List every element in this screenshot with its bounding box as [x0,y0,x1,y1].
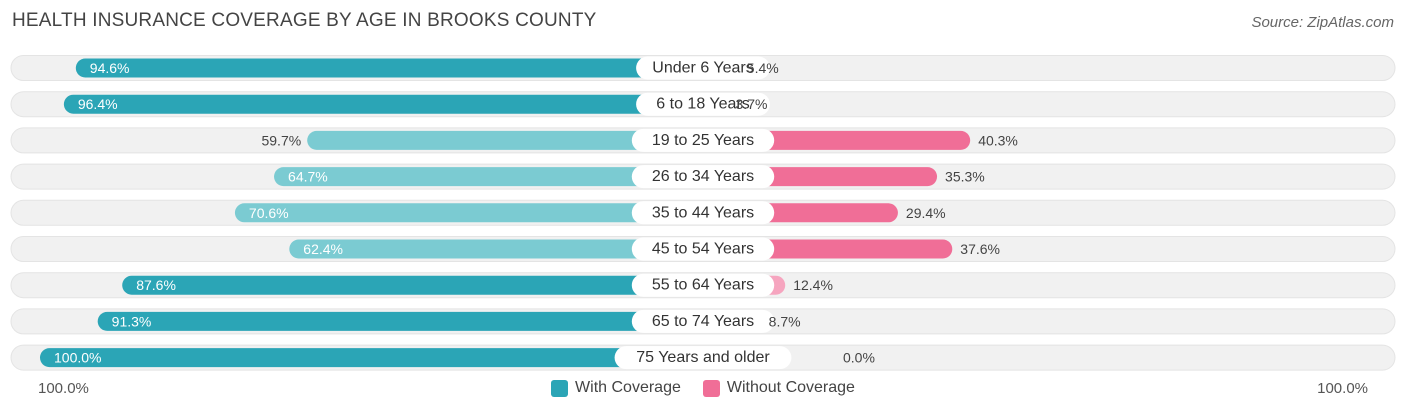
value-label-without-coverage: 29.4% [906,205,946,221]
bar-with-coverage [63,94,704,114]
value-label-without-coverage: 12.4% [793,277,833,293]
value-label-without-coverage: 3.7% [736,96,768,112]
category-pill [614,346,792,370]
bar-with-coverage [75,58,703,78]
category-pill [636,92,770,116]
category-label: 35 to 44 Years [652,204,754,221]
value-label-without-coverage: 5.4% [747,60,779,76]
bar-with-coverage [234,203,703,223]
legend-swatch-without-coverage [702,379,720,397]
bar-with-coverage [274,167,703,187]
axis-right-label: 100.0% [1317,380,1368,397]
category-label: Under 6 Years [652,60,753,77]
value-label-without-coverage: 37.6% [960,241,1000,257]
category-pill [631,237,775,261]
value-label-with-coverage: 59.7% [261,132,301,148]
value-label-with-coverage: 96.4% [78,96,118,112]
legend-label-with-coverage: With Coverage [575,379,681,396]
value-label-with-coverage: 70.6% [249,205,289,221]
category-pill [631,309,775,333]
category-label: 65 to 74 Years [652,313,754,330]
value-label-without-coverage: 35.3% [945,169,985,185]
category-label: 45 to 54 Years [652,241,754,258]
category-pill [631,273,775,297]
bar-with-coverage [40,348,703,368]
category-label: 19 to 25 Years [652,132,754,149]
value-label-without-coverage: 40.3% [978,132,1018,148]
bar-with-coverage [289,239,703,259]
category-label: 26 to 34 Years [652,168,754,185]
value-label-with-coverage: 94.6% [90,60,130,76]
value-label-with-coverage: 64.7% [288,169,328,185]
category-pill [636,56,770,80]
value-label-without-coverage: 8.7% [769,313,801,329]
category-label: 55 to 64 Years [652,277,754,294]
value-label-without-coverage: 0.0% [843,350,875,366]
legend: With Coverage Without Coverage [0,379,1406,397]
legend-swatch-with-coverage [551,379,569,397]
bar-with-coverage [122,275,704,295]
value-label-with-coverage: 87.6% [136,277,176,293]
category-pill [631,201,775,225]
value-label-with-coverage: 62.4% [303,241,343,257]
category-label: 6 to 18 Years [656,96,749,113]
value-label-with-coverage: 91.3% [112,313,152,329]
legend-label-without-coverage: Without Coverage [726,379,855,396]
value-label-with-coverage: 100.0% [54,350,101,366]
category-label: 75 Years and older [636,349,770,366]
source-label: Source: ZipAtlas.com [1251,14,1394,31]
bar-with-coverage [307,130,703,150]
bar-with-coverage [97,311,703,331]
category-pill [631,128,775,152]
chart-title: HEALTH INSURANCE COVERAGE BY AGE IN BROO… [12,10,597,31]
category-pill [631,165,775,189]
axis-left-label: 100.0% [38,380,89,397]
legend-item-without-coverage[interactable]: Without Coverage [702,379,855,397]
legend-item-with-coverage[interactable]: With Coverage [551,379,681,397]
